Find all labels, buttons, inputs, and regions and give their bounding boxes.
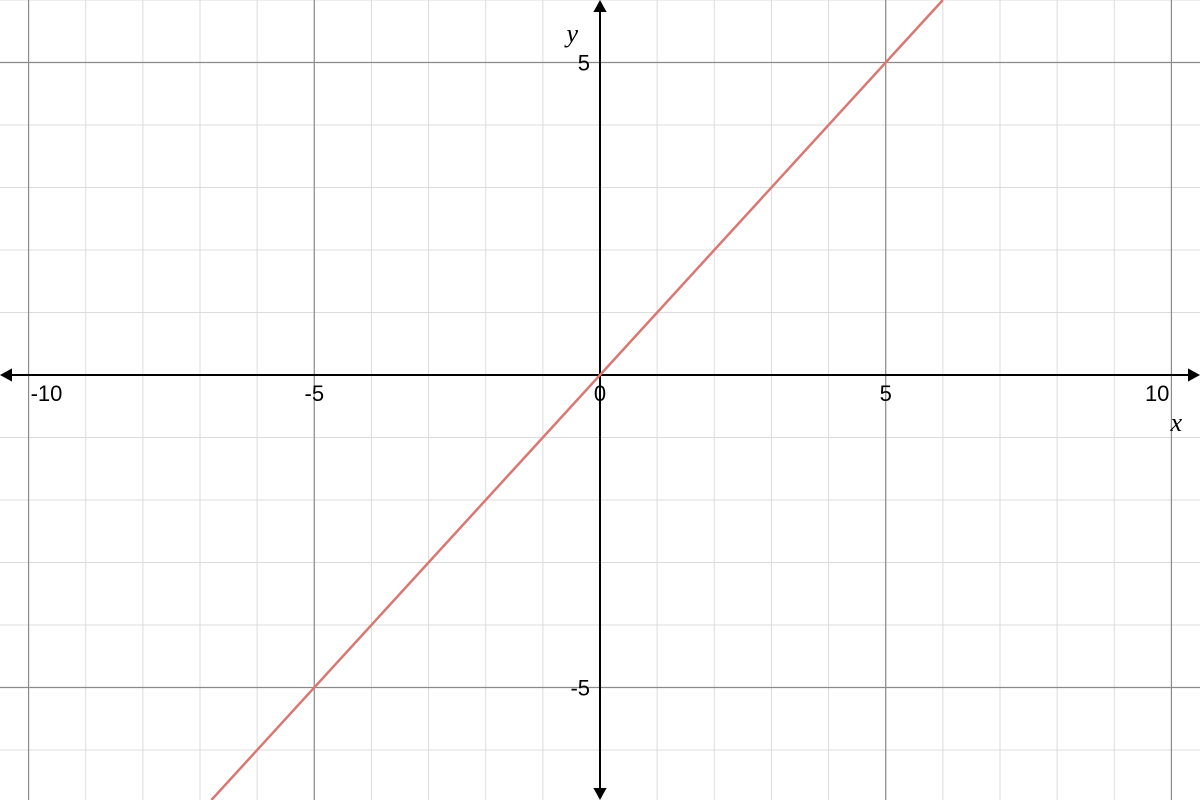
x-axis-label: x <box>1169 408 1182 437</box>
chart-svg: -10-50510-55yx <box>0 0 1200 800</box>
x-tick-label: 0 <box>594 381 606 406</box>
x-tick-label: 5 <box>880 381 892 406</box>
x-tick-label: -10 <box>31 381 63 406</box>
x-tick-label: 10 <box>1145 381 1169 406</box>
y-tick-label: 5 <box>578 51 590 76</box>
coordinate-plane-chart: -10-50510-55yx <box>0 0 1200 800</box>
y-axis-label: y <box>563 19 578 48</box>
y-tick-label: -5 <box>570 676 590 701</box>
x-tick-label: -5 <box>305 381 325 406</box>
